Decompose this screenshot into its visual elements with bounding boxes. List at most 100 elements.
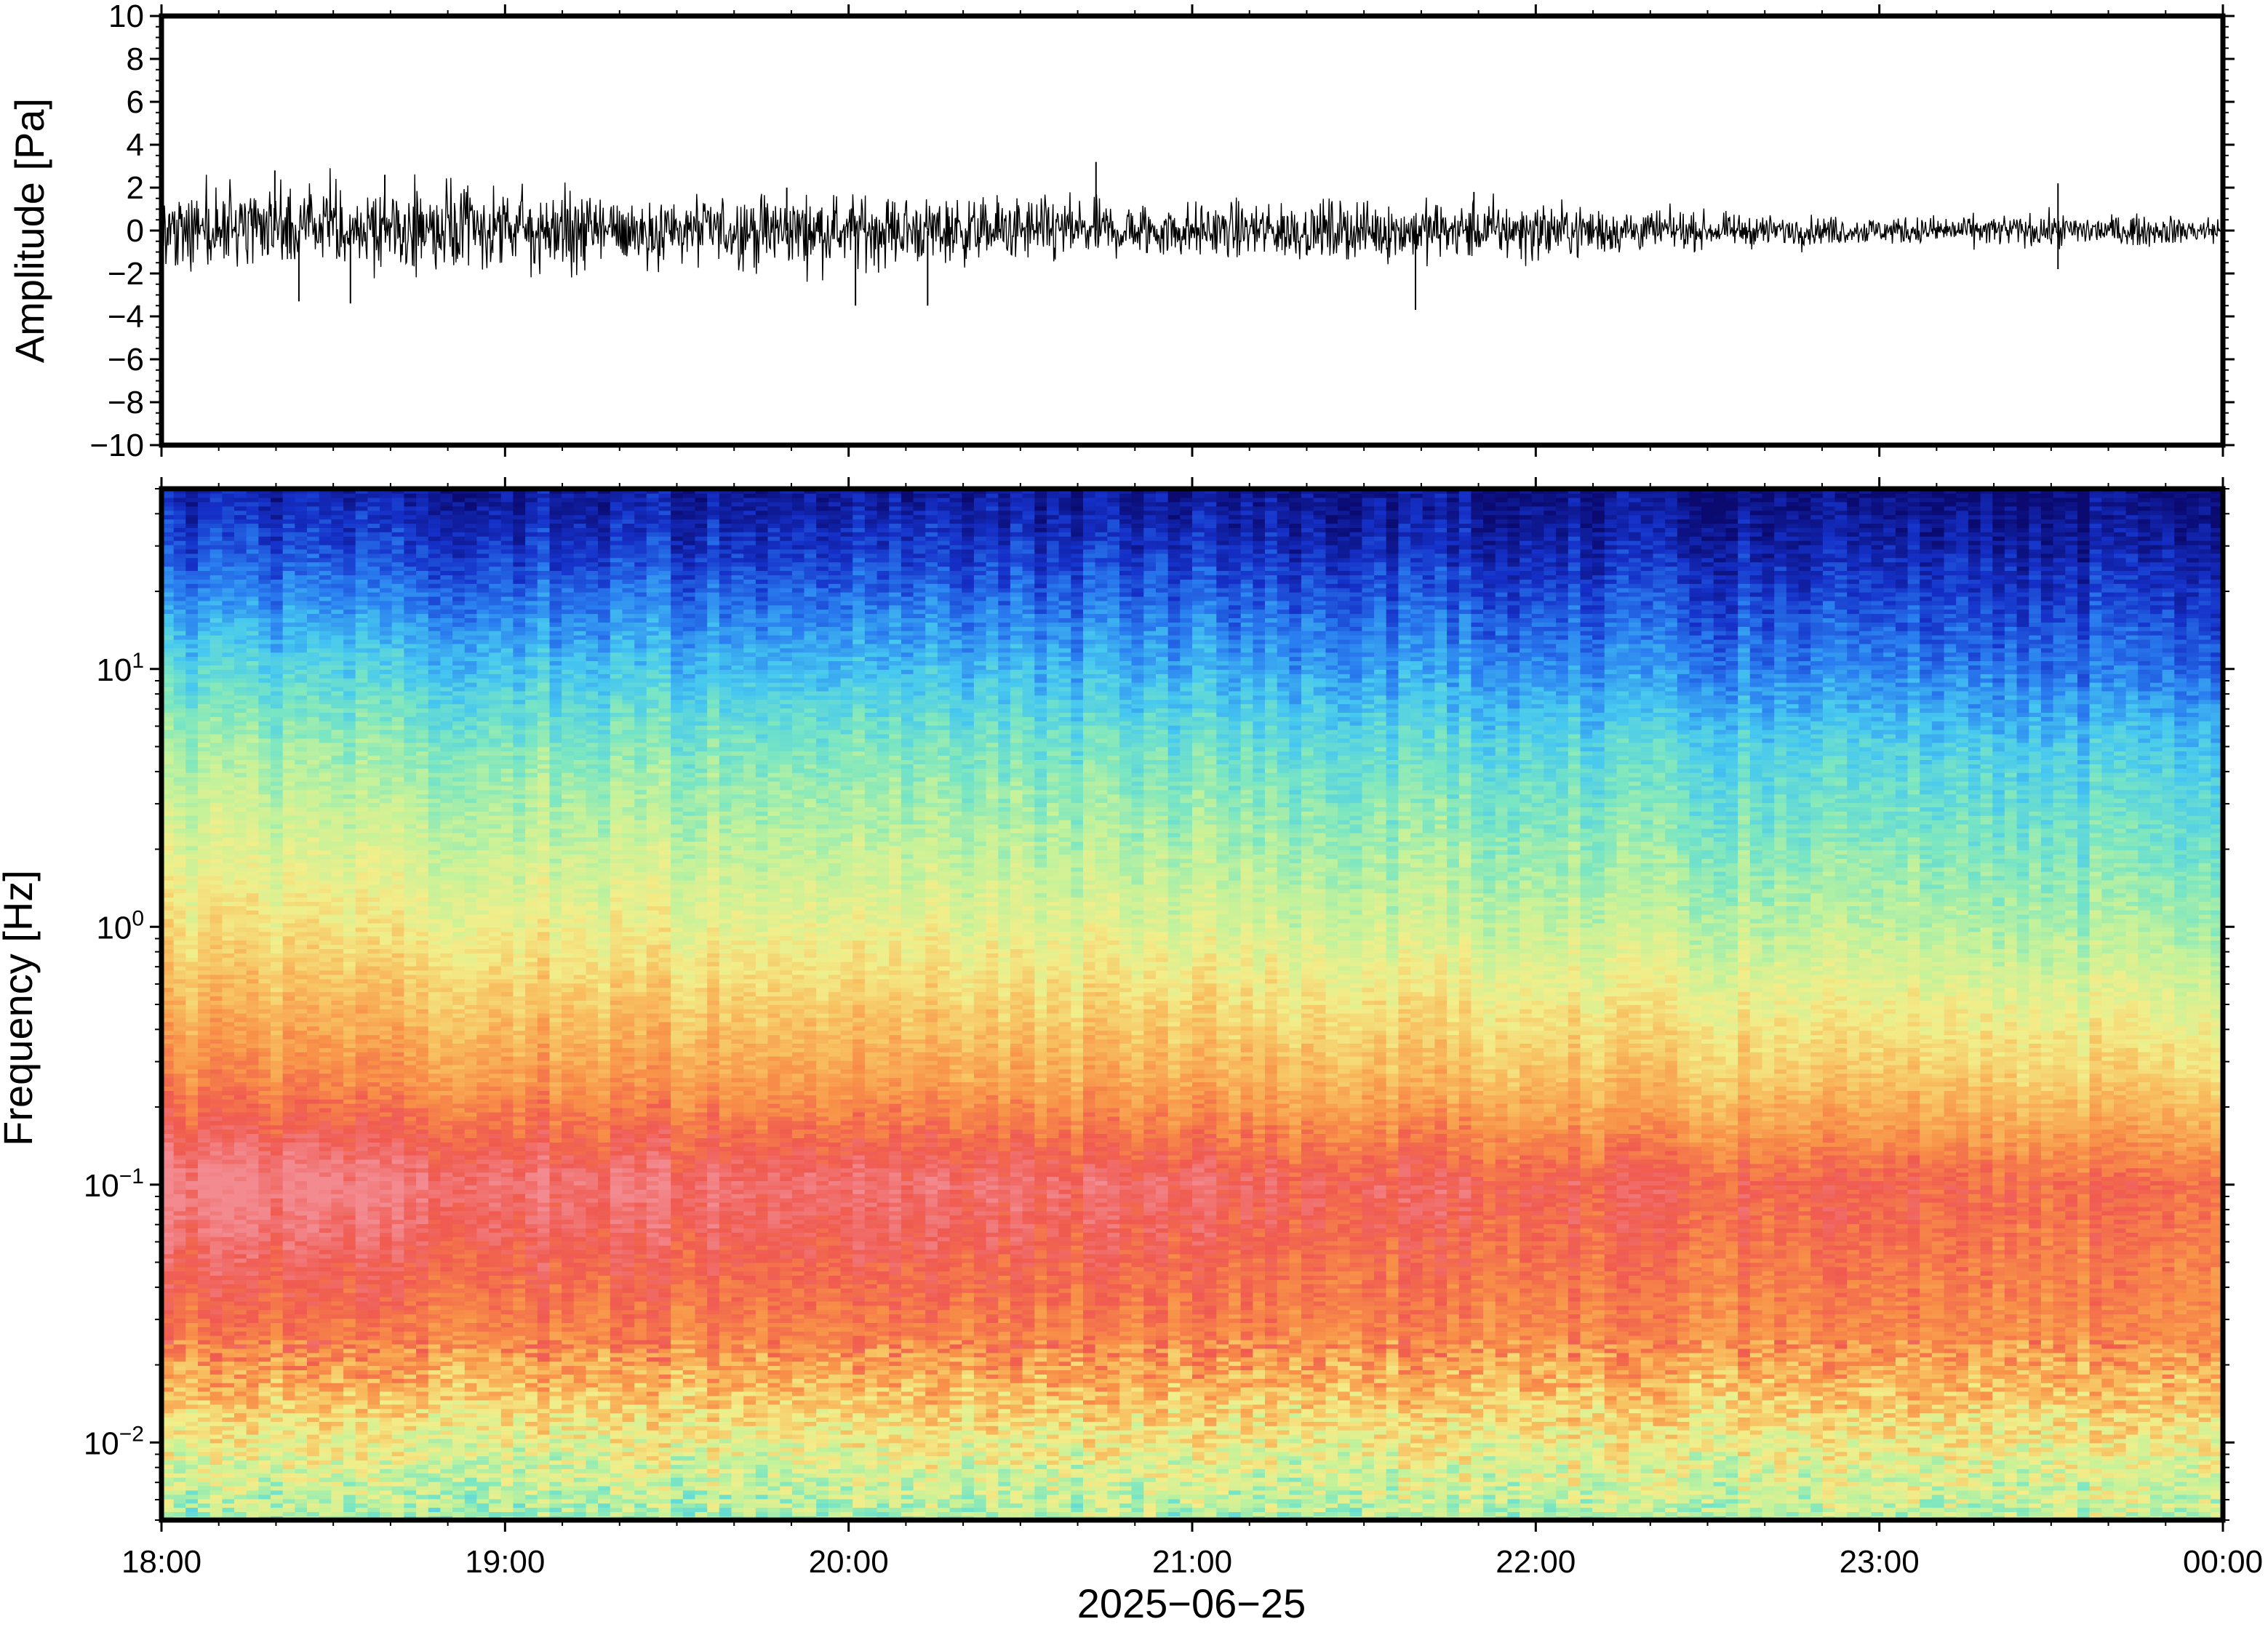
spectrogram-cell [174, 609, 187, 614]
spectrogram-cell [319, 644, 332, 649]
spectrogram-cell [271, 901, 284, 906]
spectrogram-cell [198, 785, 211, 791]
spectrogram-cell [356, 1292, 369, 1298]
spectrogram-cell [356, 1047, 369, 1052]
spectrogram-cell [210, 991, 223, 996]
spectrogram-cell [331, 755, 344, 760]
spectrogram-cell [271, 983, 284, 988]
spectrogram-cell [343, 845, 356, 850]
spectrogram-cell [198, 970, 211, 975]
spectrogram-cell [295, 1198, 308, 1203]
spectrogram-cell [319, 1374, 332, 1379]
spectrogram-cell [367, 790, 380, 795]
spectrogram-cell [247, 914, 260, 919]
spectrogram-cell [343, 957, 356, 962]
spectrogram-cell [331, 1464, 344, 1469]
spectrogram-cell [271, 1116, 284, 1122]
spectrogram-cell [392, 1426, 405, 1431]
spectrogram-cell [234, 725, 247, 730]
spectrogram-cell [174, 1365, 187, 1370]
spectrogram-cell [247, 936, 260, 941]
spectrogram-cell [271, 626, 284, 631]
spectrogram-cell [283, 601, 296, 606]
spectrogram-cell [271, 1383, 284, 1388]
spectrogram-cell [307, 1306, 320, 1311]
spectrogram-cell [331, 944, 344, 949]
spectrogram-cell [174, 1322, 187, 1327]
spectrogram-cell [283, 725, 296, 730]
spectrogram-cell [271, 549, 284, 554]
spectrogram-cell [319, 1168, 332, 1173]
spectrogram-cell [185, 1185, 198, 1190]
spectrogram-cell [343, 1468, 356, 1474]
spectrogram-cell [283, 652, 296, 657]
spectrogram-cell [343, 682, 356, 687]
spectrogram-cell [392, 1477, 405, 1482]
spectrogram-cell [356, 1185, 369, 1190]
spectrogram-cell [307, 1408, 320, 1413]
spectrogram-cell [319, 777, 332, 782]
spectrogram-cell [380, 1284, 393, 1289]
spectrogram-cell [319, 695, 332, 700]
spectrogram-cell [185, 1018, 198, 1023]
spectrogram-cell [307, 561, 320, 567]
spectrogram-cell [283, 1198, 296, 1203]
spectrogram-cell [271, 807, 284, 812]
spectrogram-cell [404, 1507, 417, 1512]
spectrogram-cell [392, 656, 405, 661]
spectrogram-cell [380, 842, 393, 847]
spectrogram-cell [392, 962, 405, 967]
spectrogram-cell [258, 1172, 271, 1177]
spectrogram-cell [234, 1026, 247, 1031]
spectrogram-cell [247, 983, 260, 988]
spectrogram-cell [174, 553, 187, 559]
spectrogram-cell [331, 1215, 344, 1220]
spectrogram-cell [210, 1164, 223, 1169]
spectrogram-cell [392, 1387, 405, 1392]
spectrogram-cell [258, 1357, 271, 1362]
spectrogram-cell [258, 497, 271, 503]
spectrogram-cell [247, 1297, 260, 1302]
spectrogram-cell [174, 884, 187, 890]
spectrogram-cell [185, 729, 198, 735]
spectrogram-cell [307, 777, 320, 782]
spectrogram-cell [271, 1052, 284, 1057]
spectrogram-cell [283, 1348, 296, 1354]
spectrogram-cell [295, 712, 308, 717]
spectrogram-cell [319, 996, 332, 1001]
spectrogram-cell [307, 1180, 320, 1186]
spectrogram-cell [380, 970, 393, 975]
spectrogram-cell [331, 1112, 344, 1117]
spectrogram-cell [307, 975, 320, 980]
spectrogram-cell [258, 687, 271, 692]
spectrogram-cell [331, 996, 344, 1001]
spectrogram-cell [295, 1490, 308, 1495]
spectrogram-cell [222, 1103, 235, 1108]
spectrogram-cell [198, 1155, 211, 1160]
spectrogram-cell [331, 700, 344, 705]
spectrogram-cell [367, 644, 380, 649]
spectrogram-cell [185, 1060, 198, 1066]
spectrogram-cell [174, 1378, 187, 1383]
spectrogram-cell [380, 536, 393, 541]
spectrogram-cell [258, 962, 271, 967]
spectrogram-cell [198, 768, 211, 773]
spectrogram-cell [185, 1490, 198, 1495]
spectrogram-cell [356, 1426, 369, 1431]
spectrogram-cell [331, 1511, 344, 1516]
spectrogram-cell [367, 785, 380, 791]
spectrogram-cell [343, 1108, 356, 1113]
spectrogram-cell [380, 1297, 393, 1302]
spectrogram-cell [174, 837, 187, 842]
spectrogram-cell [307, 1370, 320, 1375]
spectrogram-cell [247, 1426, 260, 1431]
spectrogram-cell [392, 592, 405, 597]
spectrogram-cell [247, 712, 260, 717]
spectrogram-cell [185, 996, 198, 1001]
spectrogram-cell [174, 725, 187, 730]
spectrogram-cell [319, 1391, 332, 1396]
spectrogram-cell [258, 975, 271, 980]
spectrogram-cell [343, 1408, 356, 1413]
spectrogram-cell [331, 523, 344, 528]
spectrogram-cell [331, 842, 344, 847]
